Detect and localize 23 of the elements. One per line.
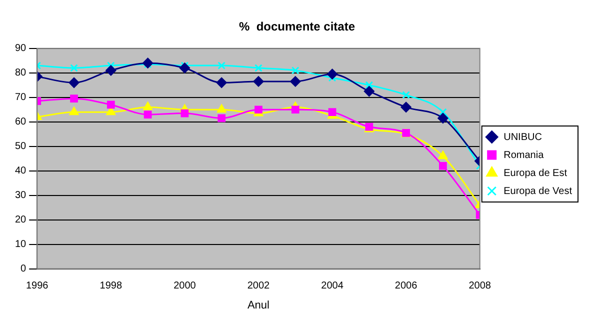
x-tick-label: 2000 [174,280,196,292]
y-tick-label: 10 [15,239,27,250]
y-tick-label: 40 [15,166,27,177]
y-tick-label: 30 [15,190,27,202]
chart-title: % documente citate [238,20,356,34]
x-tick-label: 2006 [394,280,418,292]
y-tick-label: 80 [15,68,27,79]
y-tick-label: 20 [15,214,27,226]
y-tick-label: 50 [15,141,27,152]
x-tick-label: 2004 [321,280,344,292]
x-tick-label: 1998 [100,280,122,292]
legend-label: Romania [500,150,544,161]
x-tick-label: 2002 [247,280,270,292]
y-tick-label: 60 [15,116,27,128]
x-tick-label: 1996 [26,280,49,292]
x-axis-title: Anul [247,299,270,312]
y-tick-label: 90 [15,43,27,54]
y-tick-label: 0 [20,264,27,275]
legend-label: UNIBUC [500,132,542,143]
legend-label: Europa de Est [500,168,568,179]
y-tick-label: 70 [15,92,27,104]
x-tick-label: 2008 [468,280,492,292]
legend-label: Europa de Vest [500,186,572,197]
